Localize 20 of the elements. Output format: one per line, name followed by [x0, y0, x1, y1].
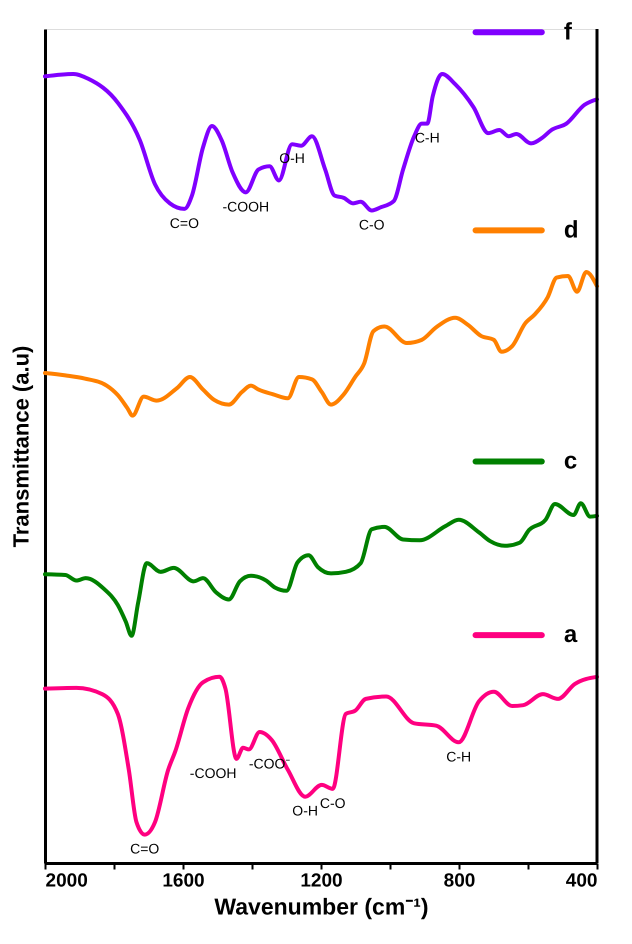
x-tick-label: 1200	[300, 870, 343, 892]
annotation: O-H	[292, 802, 318, 819]
x-tick-label: 800	[444, 870, 476, 892]
annotation: C-O	[358, 216, 385, 232]
legend-label: d	[564, 216, 579, 244]
annotation: -COOH	[190, 764, 236, 781]
annotation: C-H	[414, 130, 440, 146]
annotation: C-H	[446, 748, 472, 764]
y-axis-title: Transmittance (a.u)	[8, 346, 34, 548]
x-tick-label: 2000	[46, 870, 88, 892]
legend-label: c	[564, 448, 578, 475]
annotation: C=O	[130, 840, 160, 857]
annotation: C=O	[170, 214, 200, 231]
x-tick-label: 400	[566, 870, 598, 892]
legend-label: a	[564, 621, 578, 648]
legend-label: f	[564, 18, 573, 46]
annotation: C-O	[320, 794, 346, 811]
x-axis-title: Wavenumber (cm⁻¹)	[214, 894, 429, 920]
annotation: -COOH	[222, 198, 270, 214]
x-tick-label: 1600	[162, 870, 205, 892]
